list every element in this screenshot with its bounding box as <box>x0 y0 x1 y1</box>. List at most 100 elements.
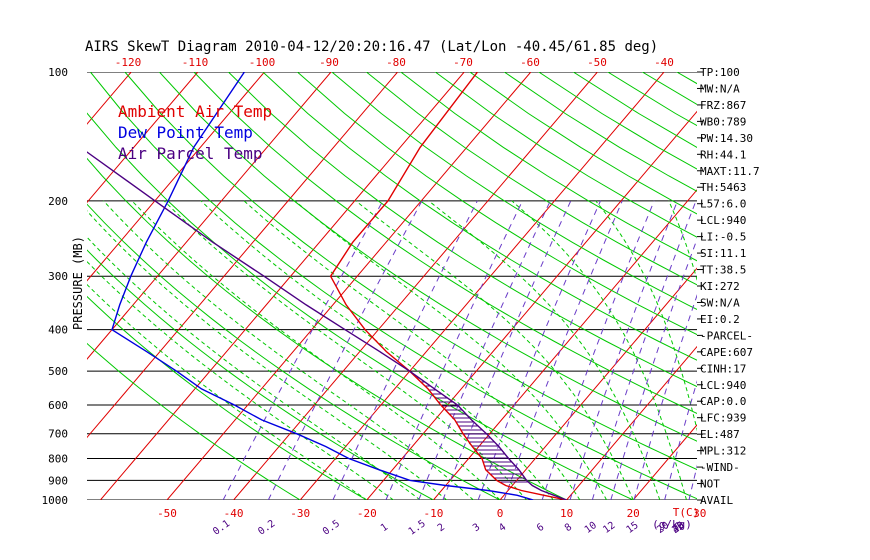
pressure-tick-label: 1000 <box>42 494 69 507</box>
grid-layer <box>87 72 870 500</box>
index-label: -WIND- <box>700 461 740 474</box>
isotherm-line <box>87 72 332 360</box>
isotherm-line <box>87 72 265 282</box>
index-label: LCL:940 <box>700 214 746 227</box>
pressure-tick-label: 200 <box>48 195 68 208</box>
dry-adiabat-line <box>331 72 697 310</box>
mixing-ratio-tick-label: 15 <box>624 520 640 536</box>
mixing-ratio-tick-label: 1 <box>379 522 390 534</box>
index-label: NOT <box>700 478 720 491</box>
mixing-ratio-line <box>477 200 601 500</box>
mixing-ratio-tick-label: 0.2 <box>256 518 277 537</box>
mixing-ratio-line <box>222 200 384 500</box>
index-label: -PARCEL- <box>700 329 753 342</box>
moist-adiabat-line <box>103 200 474 500</box>
bottom-temp-tick-label: 30 <box>693 507 706 520</box>
mixing-ratio-line <box>385 200 523 500</box>
index-label: TT:38.5 <box>700 264 746 277</box>
moist-adiabat-line <box>87 260 394 500</box>
moist-adiabat-line <box>131 200 501 500</box>
dry-adiabat-line <box>815 72 870 500</box>
isotherm-line <box>632 424 697 500</box>
top-temp-tick-label: -120 <box>115 56 142 69</box>
isotherm-line <box>87 72 199 204</box>
index-label: AVAIL <box>700 494 733 507</box>
index-label: RH:44.1 <box>700 148 746 161</box>
dry-adiabat-line <box>228 72 697 388</box>
index-label: CAP:0.0 <box>700 395 746 408</box>
index-label: MW:N/A <box>700 82 740 95</box>
index-label: EL:487 <box>700 428 740 441</box>
bottom-temp-tick-label: -20 <box>357 507 377 520</box>
bottom-temp-tick-label: -40 <box>224 507 244 520</box>
index-label: CAPE:607 <box>700 346 753 359</box>
bottom-temp-tick-label: 10 <box>560 507 573 520</box>
pressure-tick-label: 900 <box>48 474 68 487</box>
index-label: PW:14.30 <box>700 132 753 145</box>
moist-adiabat-line <box>87 210 448 500</box>
bottom-temp-tick-label: -30 <box>290 507 310 520</box>
index-label: SW:N/A <box>700 296 740 309</box>
mixing-ratio-line <box>688 464 697 500</box>
moist-adiabat-line <box>595 200 697 432</box>
mixing-ratio-line <box>591 200 697 500</box>
dry-adiabat-line <box>87 342 301 500</box>
bottom-temp-tick-label: -50 <box>157 507 177 520</box>
mixing-ratio-tick-label: 4 <box>497 522 508 534</box>
mixing-ratio-tick-label: 8 <box>563 522 574 534</box>
dry-adiabat-line <box>849 72 870 500</box>
isotherm-line <box>433 189 697 500</box>
top-temp-tick-label: -100 <box>249 56 276 69</box>
index-label: LFC:939 <box>700 412 746 425</box>
dry-adiabat-line <box>262 72 697 361</box>
isotherm-line <box>87 72 398 439</box>
isotherm-line <box>833 72 870 500</box>
pressure-tick-label: 600 <box>48 399 68 412</box>
index-label: CINH:17 <box>700 362 746 375</box>
bottom-temp-tick-label: -10 <box>423 507 443 520</box>
dry-adiabat-line <box>159 72 697 442</box>
ambient-temp-line <box>329 72 567 500</box>
index-label: EI:0.2 <box>700 313 740 326</box>
moist-adiabat-line <box>511 200 687 500</box>
moist-adiabat-line <box>294 200 608 500</box>
index-label: WB0:789 <box>700 115 746 128</box>
top-temp-tick-label: -60 <box>520 56 540 69</box>
legend: Ambient Air Temp Dew Point Temp Air Parcel… <box>118 102 272 163</box>
moist-adiabat-line <box>87 283 368 500</box>
mixing-ratio-tick-label: 6 <box>535 522 546 534</box>
top-temp-tick-label: -70 <box>453 56 473 69</box>
parcel-line <box>87 151 567 500</box>
pressure-tick-label: 800 <box>48 453 68 466</box>
moist-adiabat-line <box>355 200 634 500</box>
mixing-ratio-line <box>569 200 678 500</box>
mixing-ratio-line <box>633 293 697 500</box>
pressure-tick-label: 100 <box>48 66 68 79</box>
mixing-ratio-tick-label: 1.5 <box>407 518 428 537</box>
mixing-ratio-tick-label: 2 <box>436 522 447 534</box>
index-label: LI:-0.5 <box>700 231 746 244</box>
index-label: SI:11.1 <box>700 247 746 260</box>
mixing-ratio-line <box>610 237 697 500</box>
pressure-tick-label: 400 <box>48 324 68 337</box>
index-label: TH:5463 <box>700 181 746 194</box>
index-label: TP:100 <box>700 66 740 79</box>
dry-adiabat-line <box>193 72 697 415</box>
moist-adiabat-line <box>200 200 554 500</box>
isotherm-line <box>366 110 697 500</box>
dewpoint-line <box>111 72 534 500</box>
mixing-ratio-tick-label: 10 <box>583 520 599 536</box>
isotherm-line <box>566 345 697 500</box>
moist-adiabat-line <box>87 236 421 500</box>
dry-adiabat-line <box>366 72 697 286</box>
dry-adiabat-line <box>90 72 697 500</box>
mixing-ratio-tick-label: 3 <box>471 522 482 534</box>
dry-adiabat-line <box>780 72 870 500</box>
mixing-ratio-tick-label: 12 <box>601 520 617 536</box>
pressure-tick-label: 700 <box>48 428 68 441</box>
top-temp-tick-label: -40 <box>654 56 674 69</box>
bottom-temp-tick-label: 0 <box>497 507 504 520</box>
bottom-temp-tick-label: 20 <box>627 507 640 520</box>
cape-hatch-layer <box>409 371 533 486</box>
